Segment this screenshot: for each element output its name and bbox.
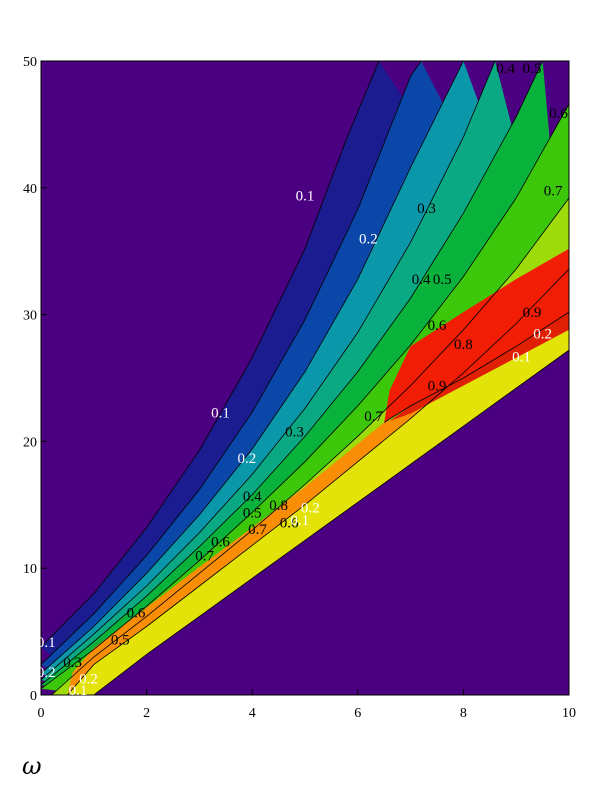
contour-label: 0.1 <box>512 350 531 366</box>
contour-line-2 <box>41 61 422 665</box>
plot-area <box>41 61 569 695</box>
contour-label: 0.1 <box>37 635 56 651</box>
contour-label: 0.1 <box>69 683 88 699</box>
contour-label: 0.5 <box>433 272 452 288</box>
contour-band-high-2 <box>384 248 569 423</box>
contour-band-high-1 <box>67 269 569 695</box>
contour-label: 0.5 <box>111 632 130 648</box>
x-tick-label: 0 <box>38 706 45 721</box>
contour-labels: 0.10.20.30.4 0.50.60.80.90.70.4 0.50.60.70… <box>37 61 568 699</box>
contour-line-4 <box>41 61 496 681</box>
contour-label: 0.6 <box>127 606 146 622</box>
x-tick-label: 10 <box>562 706 576 721</box>
y-tick-label: 40 <box>23 182 37 197</box>
contour-band-4 <box>41 61 569 695</box>
x-axis: 0 2 4 6 8 10 <box>38 689 576 721</box>
contour-line-3 <box>41 61 464 674</box>
contour-label: 0.7 <box>364 409 383 425</box>
y-tick-label: 0 <box>30 689 37 704</box>
contour-label: 0.8 <box>269 498 288 514</box>
y-tick-label: 20 <box>23 435 37 450</box>
contour-label: 0.8 <box>454 337 473 353</box>
x-tick-label: 2 <box>143 706 150 721</box>
contour-line-5 <box>41 61 543 686</box>
contour-label: 0.6 <box>280 516 299 532</box>
contour-label: 0.2 <box>79 672 98 688</box>
contour-band-high-3 <box>389 312 569 422</box>
contour-line-6 <box>41 103 569 690</box>
contour-label: 0.6 <box>428 318 447 334</box>
contour-label: 0.2 <box>301 500 320 516</box>
contour-label: 0.4 <box>412 272 431 288</box>
x-tick-label: 8 <box>460 706 467 721</box>
contour-label: 0.6 <box>549 106 568 122</box>
y-tick-label: 50 <box>23 55 37 70</box>
contour-label: 0.4 <box>496 61 515 77</box>
contour-label: 0.9 <box>523 305 542 321</box>
contour-label: 0.1 <box>211 405 230 421</box>
contour-label: 0.2 <box>359 232 378 248</box>
y-tick-label: 10 <box>23 562 37 577</box>
contour-label: 0.1 <box>290 513 309 529</box>
contour-label: 0.7 <box>544 183 563 199</box>
contour-label: 0.7 <box>195 549 214 565</box>
contour-label: 0.1 <box>296 188 315 204</box>
plot-frame <box>40 60 570 696</box>
x-axis-symbol: ω <box>22 752 42 780</box>
contour-label: 0.5 <box>523 61 542 77</box>
y-axis: 0 10 20 30 40 50 <box>23 55 47 704</box>
contour-label: 0.7 <box>248 522 267 538</box>
contour-line-10 <box>93 349 569 695</box>
contour-line-7 <box>51 197 569 695</box>
x-tick-label: 6 <box>354 706 361 721</box>
contour-label: 0.4 <box>243 489 262 505</box>
contour-line-9 <box>383 311 569 423</box>
contour-line-8 <box>67 268 569 695</box>
contour-label: 0.2 <box>238 451 257 467</box>
x-tick-label: 4 <box>249 706 256 721</box>
y-tick-label: 30 <box>23 309 37 324</box>
contour-label: 0.5 <box>243 505 262 521</box>
contour-label: 0.3 <box>417 201 436 217</box>
contour-line-1 <box>41 61 380 648</box>
contour-label: 0.3 <box>63 655 82 671</box>
contour-label: 0.3 <box>285 424 304 440</box>
contour-label: 0.9 <box>428 379 447 395</box>
contour-label: 0.2 <box>37 665 56 681</box>
contour-label: 0.6 <box>211 535 230 551</box>
contour-band-8 <box>67 269 569 695</box>
contour-label: 0.2 <box>533 327 552 343</box>
